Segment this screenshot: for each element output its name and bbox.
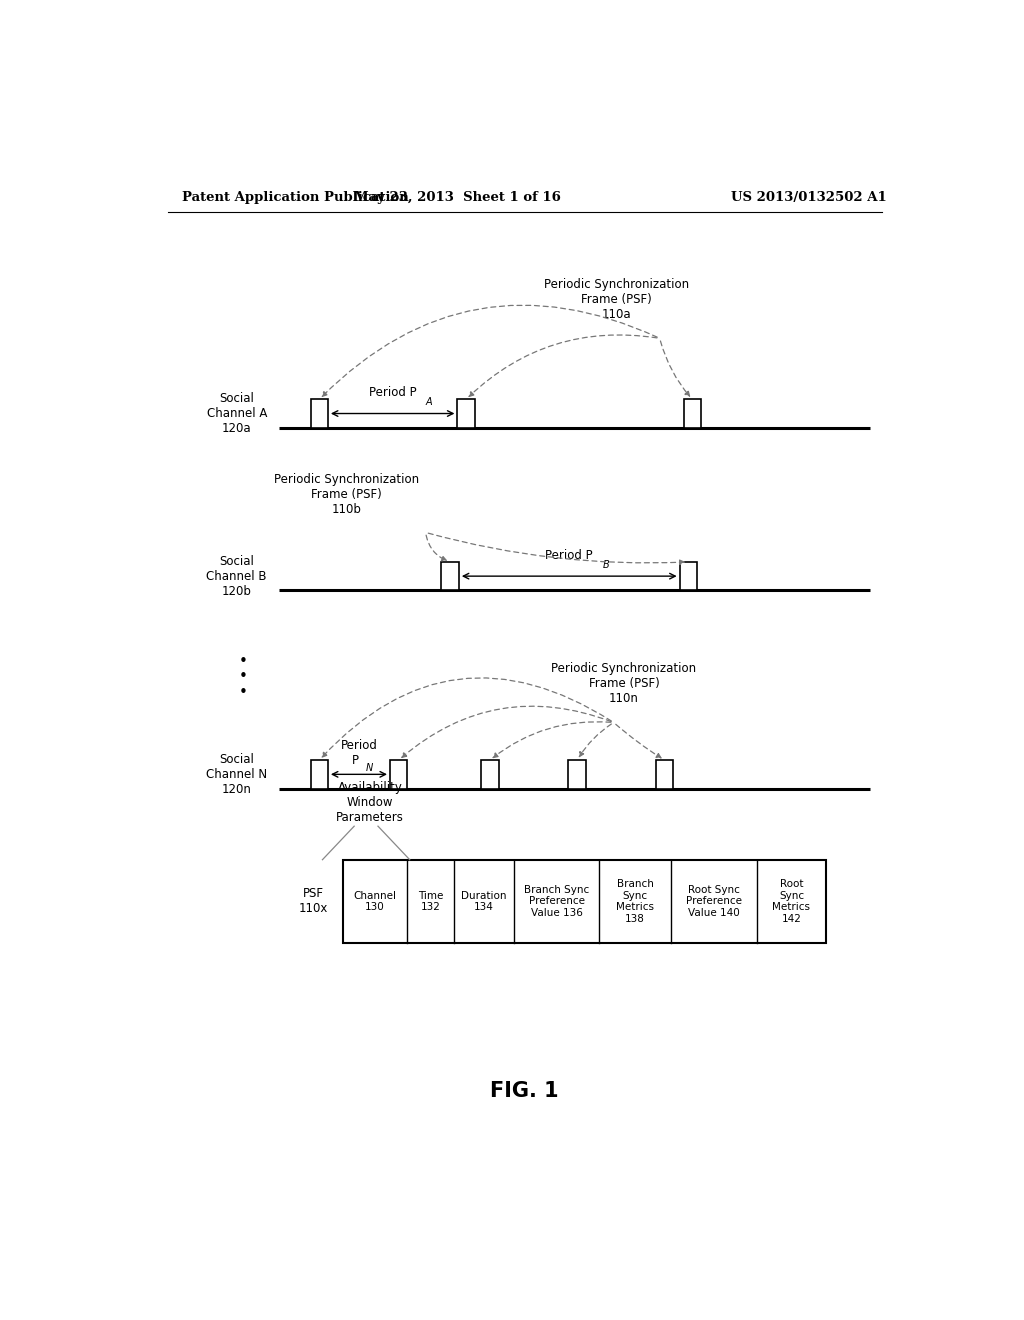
Text: Period: Period <box>341 739 378 752</box>
Text: Periodic Synchronization
Frame (PSF)
110b: Periodic Synchronization Frame (PSF) 110… <box>273 473 419 516</box>
Text: •: • <box>239 685 248 700</box>
Bar <box>458 399 475 428</box>
Text: Duration
134: Duration 134 <box>461 891 507 912</box>
Bar <box>310 760 328 788</box>
Text: FIG. 1: FIG. 1 <box>490 1081 559 1101</box>
Text: Social
Channel A
120a: Social Channel A 120a <box>207 392 267 436</box>
Bar <box>655 760 673 788</box>
Text: Root Sync
Preference
Value 140: Root Sync Preference Value 140 <box>686 884 741 917</box>
Bar <box>343 859 826 942</box>
Text: Channel
130: Channel 130 <box>353 891 396 912</box>
Text: Availability
Window
Parameters: Availability Window Parameters <box>336 781 404 824</box>
Bar <box>390 760 408 788</box>
Text: •: • <box>239 653 248 669</box>
Text: May 23, 2013  Sheet 1 of 16: May 23, 2013 Sheet 1 of 16 <box>354 190 561 203</box>
Bar <box>680 562 697 590</box>
Text: Root
Sync
Metrics
142: Root Sync Metrics 142 <box>772 879 810 924</box>
Text: Social
Channel B
120b: Social Channel B 120b <box>207 554 267 598</box>
Text: Time
132: Time 132 <box>418 891 443 912</box>
Text: B: B <box>602 560 609 570</box>
Text: A: A <box>426 397 432 408</box>
Bar <box>481 760 499 788</box>
Text: N: N <box>366 763 373 774</box>
Text: Periodic Synchronization
Frame (PSF)
110n: Periodic Synchronization Frame (PSF) 110… <box>552 663 696 705</box>
Text: Social
Channel N
120n: Social Channel N 120n <box>206 752 267 796</box>
Text: Patent Application Publication: Patent Application Publication <box>182 190 409 203</box>
Bar <box>568 760 586 788</box>
Bar <box>684 399 701 428</box>
Text: Branch
Sync
Metrics
138: Branch Sync Metrics 138 <box>616 879 654 924</box>
Text: P: P <box>351 754 358 767</box>
Text: Branch Sync
Preference
Value 136: Branch Sync Preference Value 136 <box>524 884 589 917</box>
Bar <box>441 562 459 590</box>
Text: PSF
110x: PSF 110x <box>298 887 328 915</box>
Text: Periodic Synchronization
Frame (PSF)
110a: Periodic Synchronization Frame (PSF) 110… <box>544 279 688 321</box>
Text: •: • <box>239 669 248 684</box>
Text: Period P: Period P <box>369 387 417 399</box>
Text: US 2013/0132502 A1: US 2013/0132502 A1 <box>731 190 887 203</box>
Bar <box>310 399 328 428</box>
Text: Period P: Period P <box>546 549 593 562</box>
